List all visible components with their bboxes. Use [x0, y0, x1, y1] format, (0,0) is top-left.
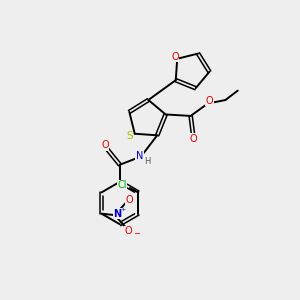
Text: Cl: Cl	[117, 180, 127, 190]
Text: H: H	[145, 157, 151, 166]
Text: O: O	[124, 226, 132, 236]
Text: N: N	[136, 151, 143, 160]
Text: S: S	[126, 131, 133, 141]
Text: +: +	[120, 207, 126, 212]
Text: O: O	[101, 140, 109, 150]
Text: O: O	[189, 134, 197, 144]
Text: O: O	[206, 96, 214, 106]
Text: N: N	[113, 208, 121, 219]
Text: −: −	[133, 230, 140, 238]
Text: O: O	[171, 52, 179, 62]
Text: O: O	[125, 195, 133, 205]
